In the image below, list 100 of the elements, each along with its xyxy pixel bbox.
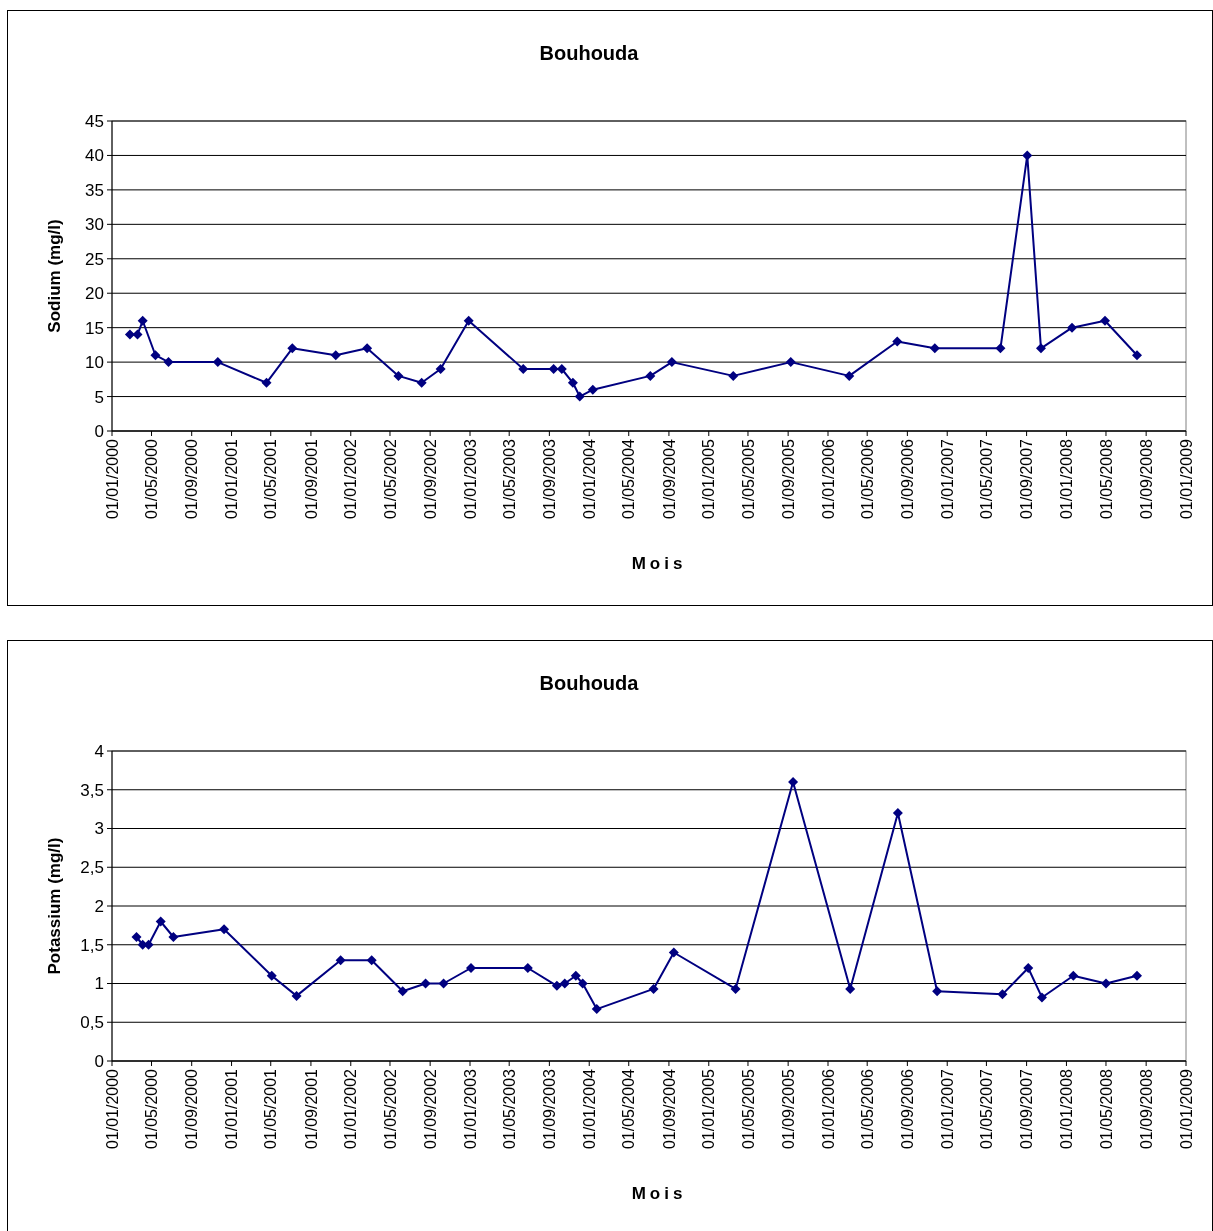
point <box>362 343 373 354</box>
x-tick-label: 01/01/2000 <box>103 438 121 520</box>
x-tick-label: 01/05/2006 <box>858 438 876 520</box>
x-tick-label: 01/05/2007 <box>978 438 996 520</box>
point <box>892 808 903 818</box>
x-tick-label: 01/01/2004 <box>580 438 598 520</box>
y-tick-label: 40 <box>85 146 104 166</box>
point <box>420 978 431 989</box>
x-tick-label: 01/01/2003 <box>461 1068 479 1150</box>
point <box>168 932 179 942</box>
y-tick-label: 0 <box>94 421 104 441</box>
point <box>1132 350 1142 361</box>
point <box>1100 978 1111 989</box>
point <box>577 978 588 989</box>
x-tick-label: 01/09/2003 <box>540 1068 558 1150</box>
point <box>1035 343 1046 354</box>
y-tick-label: 0 <box>94 1051 104 1071</box>
point <box>1022 150 1033 161</box>
x-tick-label: 01/05/2000 <box>143 1068 161 1150</box>
point <box>929 343 940 354</box>
x-tick-label: 01/01/2001 <box>223 438 241 520</box>
point <box>997 989 1008 1000</box>
x-tick-label: 01/05/2005 <box>739 438 757 520</box>
point <box>366 955 377 966</box>
x-tick-label: 01/09/2000 <box>183 1068 201 1150</box>
x-tick-label: 01/09/2004 <box>660 1068 678 1150</box>
x-tick-label: 01/05/2007 <box>978 1068 996 1150</box>
point <box>463 315 474 326</box>
x-tick-label: 01/01/2001 <box>223 1068 241 1150</box>
point <box>330 350 341 361</box>
y-tick-label: 10 <box>85 353 104 373</box>
point <box>892 336 903 347</box>
chart-title: Bouhouda <box>539 42 640 64</box>
x-tick-label: 01/09/2006 <box>898 438 916 520</box>
x-tick-label: 01/01/2007 <box>938 1068 956 1150</box>
x-tick-label: 01/09/2005 <box>779 1068 797 1150</box>
point <box>1023 963 1034 973</box>
point <box>1099 315 1110 326</box>
x-tick-label: 01/05/2006 <box>858 1068 876 1150</box>
point <box>587 384 598 395</box>
x-tick-label: 01/05/2005 <box>739 1068 757 1150</box>
point <box>567 377 578 388</box>
y-tick-label: 15 <box>85 318 104 338</box>
x-tick-label: 01/09/2006 <box>898 1068 916 1150</box>
point <box>788 777 799 787</box>
point <box>1036 992 1047 1003</box>
x-axis-title: Mois <box>631 1184 687 1203</box>
x-tick-label: 01/09/2008 <box>1137 1068 1155 1150</box>
point <box>163 357 174 368</box>
y-tick-label: 3,5 <box>80 780 104 800</box>
x-tick-label: 01/01/2005 <box>700 438 718 520</box>
x-tick-label: 01/05/2000 <box>143 438 161 520</box>
point <box>261 377 272 388</box>
point <box>397 986 408 997</box>
x-tick-label: 01/01/2002 <box>342 438 360 520</box>
point <box>666 357 677 368</box>
x-tick-label: 01/09/2007 <box>1018 1068 1036 1150</box>
point <box>435 364 446 374</box>
y-axis-title: Sodium (mg/l) <box>45 219 64 333</box>
x-tick-label: 01/01/2008 <box>1058 1068 1076 1150</box>
point <box>266 970 277 981</box>
x-tick-label: 01/01/2009 <box>1177 1068 1195 1150</box>
x-tick-label: 01/09/2008 <box>1137 438 1155 520</box>
x-tick-label: 01/01/2002 <box>342 1068 360 1150</box>
y-tick-label: 3 <box>94 819 104 839</box>
y-tick-label: 1 <box>94 974 104 994</box>
x-tick-label: 01/05/2001 <box>262 1068 280 1150</box>
x-tick-label: 01/09/2000 <box>183 438 201 520</box>
x-tick-label: 01/09/2005 <box>779 438 797 520</box>
y-tick-label: 5 <box>94 387 104 407</box>
x-tick-label: 01/05/2008 <box>1097 1068 1115 1150</box>
x-tick-label: 01/01/2008 <box>1058 438 1076 520</box>
point <box>548 364 559 374</box>
x-tick-label: 01/01/2006 <box>819 438 837 520</box>
point <box>155 916 166 927</box>
x-tick-label: 01/05/2003 <box>500 1068 518 1150</box>
point <box>844 370 855 381</box>
x-tick-label: 01/09/2003 <box>540 438 558 520</box>
point <box>1068 970 1079 981</box>
point <box>132 329 143 340</box>
y-tick-label: 4 <box>94 741 104 761</box>
point <box>591 1004 602 1015</box>
point <box>1132 970 1142 981</box>
point <box>785 357 796 368</box>
x-tick-label: 01/05/2004 <box>620 438 638 520</box>
x-tick-label: 01/09/2001 <box>302 1068 320 1150</box>
point <box>668 947 679 958</box>
x-tick-label: 01/05/2003 <box>500 438 518 520</box>
y-tick-label: 2 <box>94 896 104 916</box>
point <box>393 370 404 381</box>
point <box>335 955 346 966</box>
x-tick-label: 01/05/2001 <box>262 438 280 520</box>
point <box>416 377 427 388</box>
point <box>518 364 529 374</box>
point <box>845 983 856 994</box>
x-tick-label: 01/05/2004 <box>620 1068 638 1150</box>
x-tick-label: 01/01/2003 <box>461 438 479 520</box>
y-tick-label: 30 <box>85 215 104 235</box>
point <box>932 986 943 997</box>
point <box>131 932 142 942</box>
